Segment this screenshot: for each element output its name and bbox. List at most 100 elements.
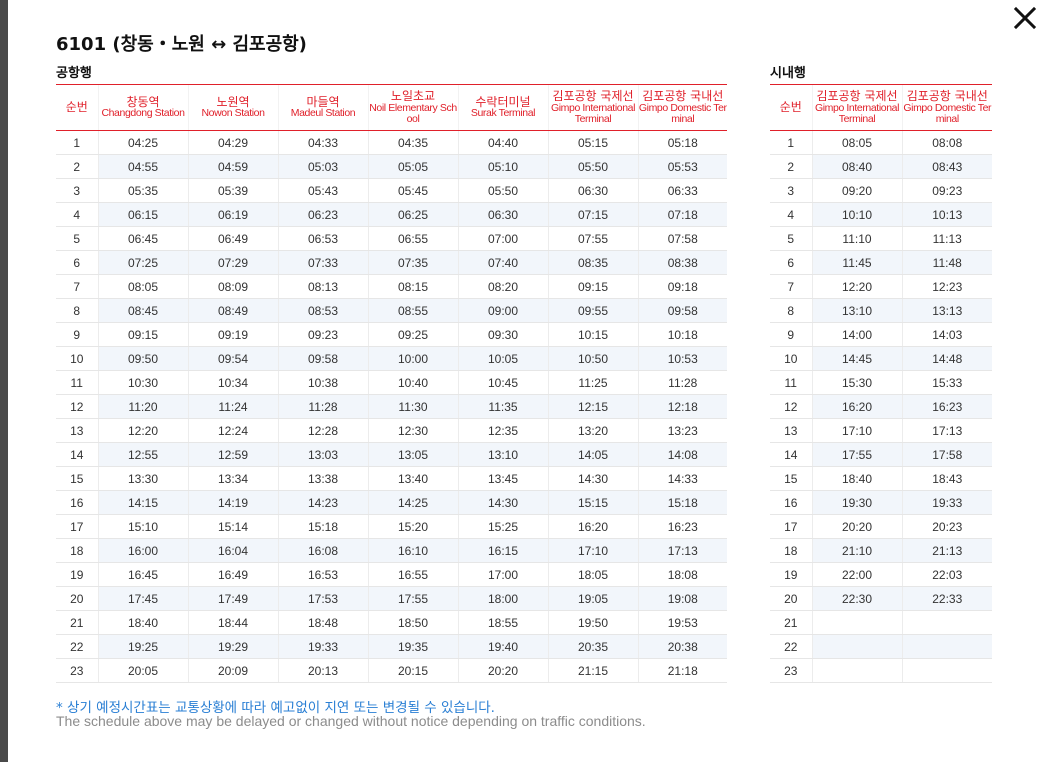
table-row: 21 18:40 18:44 18:48 18:50 18:55 19:50 19:53: [56, 610, 727, 635]
row-number-cell: 19: [770, 562, 812, 587]
timetable-modal: 6101 (창동・노원 ↔ 김포공항) 공항행 시내행 순번 창동역 Changdo…: [8, 0, 1046, 762]
table-row: 8 13:10 13:13: [770, 298, 992, 323]
time-cell: 20:13: [277, 658, 368, 683]
table-row: 19 22:00 22:03: [770, 562, 992, 587]
time-cell: 11:24: [187, 394, 278, 419]
time-cell: 08:43: [901, 154, 992, 179]
row-number-cell: 10: [56, 346, 98, 371]
row-number-cell: 19: [56, 562, 98, 587]
time-cell: 12:55: [97, 442, 188, 467]
time-cell: 16:55: [367, 562, 458, 587]
time-cell: 07:55: [547, 226, 638, 251]
column-header: 김포공항 국내선 Gimpo Domestic Terminal: [901, 84, 992, 131]
time-cell: 07:33: [277, 250, 368, 275]
time-cell: 09:20: [811, 178, 902, 203]
header-label-ko: 김포공항 국내선: [906, 89, 988, 104]
time-cell: 12:15: [547, 394, 638, 419]
time-cell: 17:58: [901, 442, 992, 467]
table-row: 7 12:20 12:23: [770, 274, 992, 299]
table-row: 1 08:05 08:08: [770, 130, 992, 155]
time-cell: 10:10: [811, 202, 902, 227]
time-cell: 15:10: [97, 514, 188, 539]
time-cell: 16:49: [187, 562, 278, 587]
table-row: 22: [770, 634, 992, 659]
time-cell: 05:50: [457, 178, 548, 203]
row-number-cell: 21: [770, 610, 812, 635]
time-cell: 10:50: [547, 346, 638, 371]
header-label-ko: 노일초교: [390, 89, 436, 104]
header-label-en: Gimpo Domestic Terminal: [638, 101, 727, 125]
time-cell: 14:05: [547, 442, 638, 467]
time-cell: 07:18: [637, 202, 727, 227]
time-cell: 17:55: [811, 442, 902, 467]
column-header: 마들역 Madeul Station: [277, 84, 368, 131]
time-cell: 09:23: [901, 178, 992, 203]
time-cell: 17:49: [187, 586, 278, 611]
time-cell: 06:25: [367, 202, 458, 227]
column-header: 노원역 Nowon Station: [187, 84, 278, 131]
column-header: 김포공항 국내선 Gimpo Domestic Terminal: [637, 84, 727, 131]
header-label-en: Gimpo International Terminal: [550, 101, 636, 125]
row-number-cell: 3: [770, 178, 812, 203]
city-timetable: 순번 김포공항 국제선 Gimpo International Terminal 김포…: [770, 84, 992, 683]
table-row: 12 11:20 11:24 11:28 11:30 11:35 12:15 12:18: [56, 394, 727, 419]
row-number-cell: 1: [56, 130, 98, 155]
header-label-ko: 김포공항 국제선: [816, 89, 898, 104]
row-number-cell: 11: [770, 370, 812, 395]
time-cell: 09:55: [547, 298, 638, 323]
time-cell: 04:55: [97, 154, 188, 179]
time-cell: 18:08: [637, 562, 727, 587]
time-cell: 17:45: [97, 586, 188, 611]
close-icon[interactable]: [1012, 5, 1038, 31]
table-row: 3 05:35 05:39 05:43 05:45 05:50 06:30 06:33: [56, 178, 727, 203]
time-cell: 11:13: [901, 226, 992, 251]
time-cell: 12:20: [97, 418, 188, 443]
time-cell: 09:50: [97, 346, 188, 371]
time-cell: 05:45: [367, 178, 458, 203]
row-number-cell: 3: [56, 178, 98, 203]
header-label-ko: 수락터미널: [475, 94, 531, 109]
row-number-cell: 12: [56, 394, 98, 419]
time-cell: 16:04: [187, 538, 278, 563]
time-cell: 17:00: [457, 562, 548, 587]
time-cell: 12:30: [367, 418, 458, 443]
time-cell: 14:48: [901, 346, 992, 371]
time-cell: 09:00: [457, 298, 548, 323]
time-cell: 09:30: [457, 322, 548, 347]
time-cell: 16:20: [811, 394, 902, 419]
time-cell: 09:23: [277, 322, 368, 347]
header-label-en: Gimpo Domestic Terminal: [903, 101, 992, 125]
time-cell: 14:15: [97, 490, 188, 515]
time-cell: 08:08: [901, 130, 992, 155]
time-cell: 12:28: [277, 418, 368, 443]
column-header: 수락터미널 Surak Terminal: [457, 84, 548, 131]
time-cell: 07:15: [547, 202, 638, 227]
table-row: 20 17:45 17:49 17:53 17:55 18:00 19:05 19:08: [56, 586, 727, 611]
time-cell: 14:45: [811, 346, 902, 371]
row-number-cell: 9: [770, 322, 812, 347]
time-cell: 12:23: [901, 274, 992, 299]
time-cell: 10:40: [367, 370, 458, 395]
time-cell: 08:09: [187, 274, 278, 299]
time-cell: 17:53: [277, 586, 368, 611]
row-number-cell: 21: [56, 610, 98, 635]
time-cell: 14:03: [901, 322, 992, 347]
time-cell: 16:53: [277, 562, 368, 587]
page-background: [0, 0, 8, 762]
time-cell: 07:29: [187, 250, 278, 275]
row-number-cell: 23: [56, 658, 98, 683]
time-cell: 07:25: [97, 250, 188, 275]
time-cell: 05:50: [547, 154, 638, 179]
time-cell: 10:18: [637, 322, 727, 347]
table-row: 15 13:30 13:34 13:38 13:40 13:45 14:30 14:33: [56, 466, 727, 491]
time-cell: 14:25: [367, 490, 458, 515]
time-cell: 18:00: [457, 586, 548, 611]
time-cell: 15:20: [367, 514, 458, 539]
time-cell: 07:00: [457, 226, 548, 251]
column-header-number: 순번: [770, 84, 812, 131]
row-number-cell: 22: [770, 634, 812, 659]
time-cell: 07:40: [457, 250, 548, 275]
time-cell: 15:30: [811, 370, 902, 395]
time-cell: [811, 634, 902, 659]
time-cell: 09:19: [187, 322, 278, 347]
